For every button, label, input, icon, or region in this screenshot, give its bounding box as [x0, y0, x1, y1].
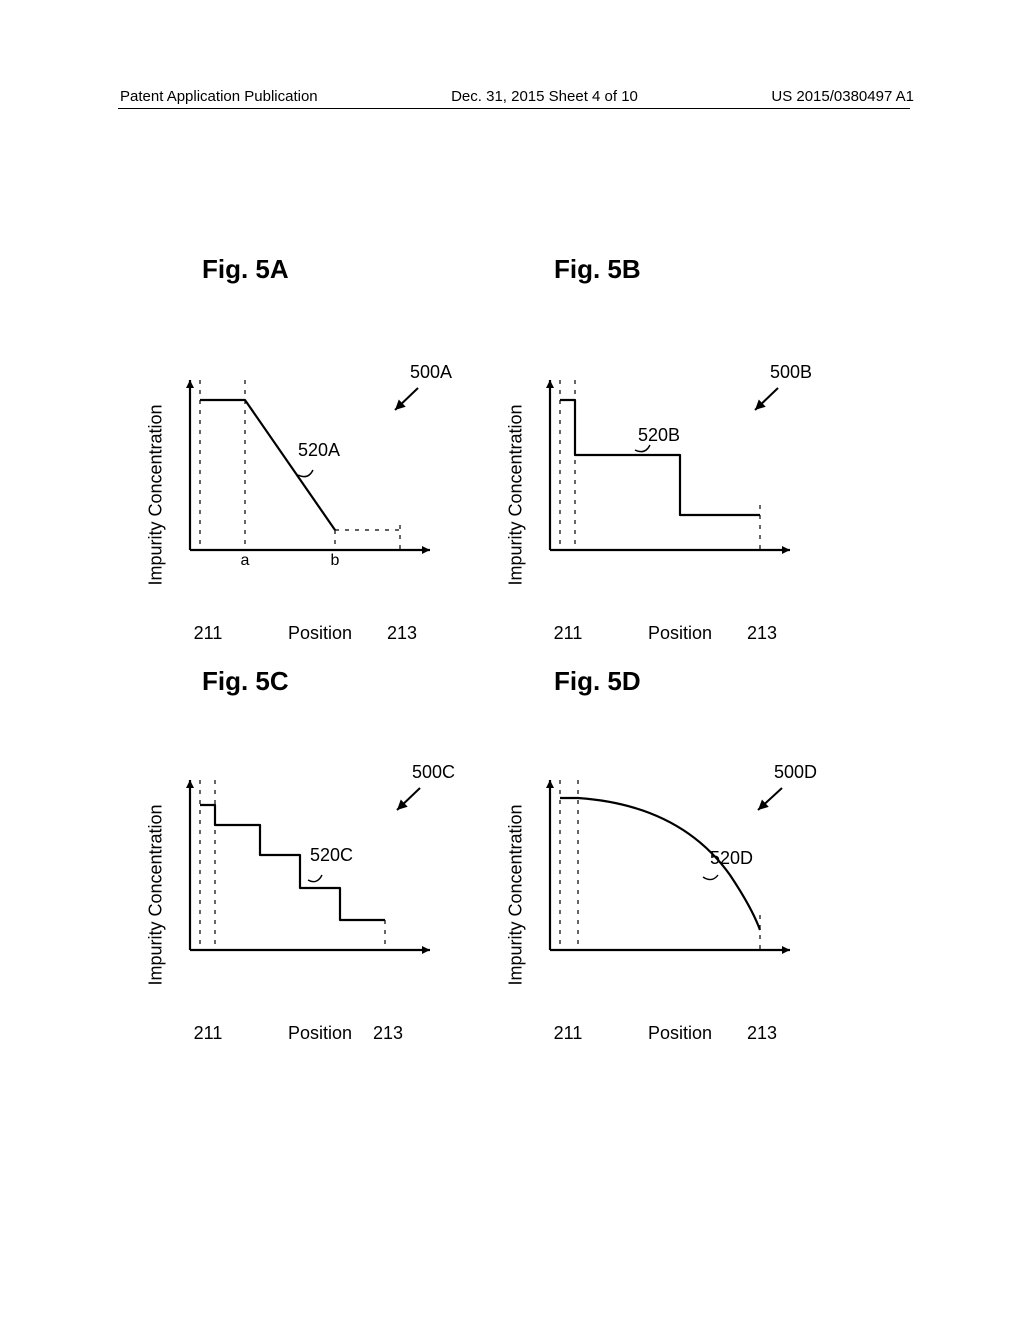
- figure-title-5b: Fig. 5B: [554, 254, 641, 285]
- series-label-5b: 500B: [770, 362, 812, 383]
- x-tick-right: 213: [387, 623, 417, 644]
- header-left: Patent Application Publication: [120, 88, 318, 105]
- curve-label-5b: 520B: [638, 425, 680, 446]
- chart-5a: Impurity Concentration 211 Position 213 …: [170, 370, 470, 620]
- series-label-5a: 500A: [410, 362, 452, 383]
- y-axis-label: Impurity Concentration: [146, 804, 167, 985]
- figure-title-5a: Fig. 5A: [202, 254, 289, 285]
- x-tick-left: 211: [194, 623, 223, 644]
- x-tick-right: 213: [747, 623, 777, 644]
- marker-a: a: [241, 552, 250, 570]
- marker-b: b: [331, 552, 340, 570]
- page-header: Patent Application Publication Dec. 31, …: [0, 88, 1024, 105]
- x-tick-left: 211: [194, 1023, 223, 1044]
- curve-label-5c: 520C: [310, 845, 353, 866]
- chart-5d-svg: [530, 770, 810, 970]
- curve-label-5d: 520D: [710, 848, 753, 869]
- y-axis-label: Impurity Concentration: [146, 404, 167, 585]
- series-label-5c: 500C: [412, 762, 455, 783]
- chart-5d: Impurity Concentration 211 Position 213 …: [530, 770, 830, 1020]
- header-center: Dec. 31, 2015 Sheet 4 of 10: [451, 88, 638, 105]
- x-tick-right: 213: [373, 1023, 403, 1044]
- chart-5a-svg: [170, 370, 450, 570]
- x-axis-label: Position: [648, 623, 712, 644]
- x-axis-label: Position: [648, 1023, 712, 1044]
- curve-label-5a: 520A: [298, 440, 340, 461]
- x-tick-right: 213: [747, 1023, 777, 1044]
- header-right: US 2015/0380497 A1: [771, 88, 914, 105]
- x-tick-left: 211: [554, 623, 583, 644]
- chart-5c: Impurity Concentration 211 Position 213 …: [170, 770, 470, 1020]
- y-axis-label: Impurity Concentration: [506, 804, 527, 985]
- x-axis-label: Position: [288, 623, 352, 644]
- figure-title-5c: Fig. 5C: [202, 666, 289, 697]
- series-label-5d: 500D: [774, 762, 817, 783]
- chart-5c-svg: [170, 770, 450, 970]
- figure-title-5d: Fig. 5D: [554, 666, 641, 697]
- chart-5b-svg: [530, 370, 810, 570]
- x-axis-label: Position: [288, 1023, 352, 1044]
- chart-5b: Impurity Concentration 211 Position 213 …: [530, 370, 830, 620]
- header-divider: [118, 108, 910, 109]
- y-axis-label: Impurity Concentration: [506, 404, 527, 585]
- x-tick-left: 211: [554, 1023, 583, 1044]
